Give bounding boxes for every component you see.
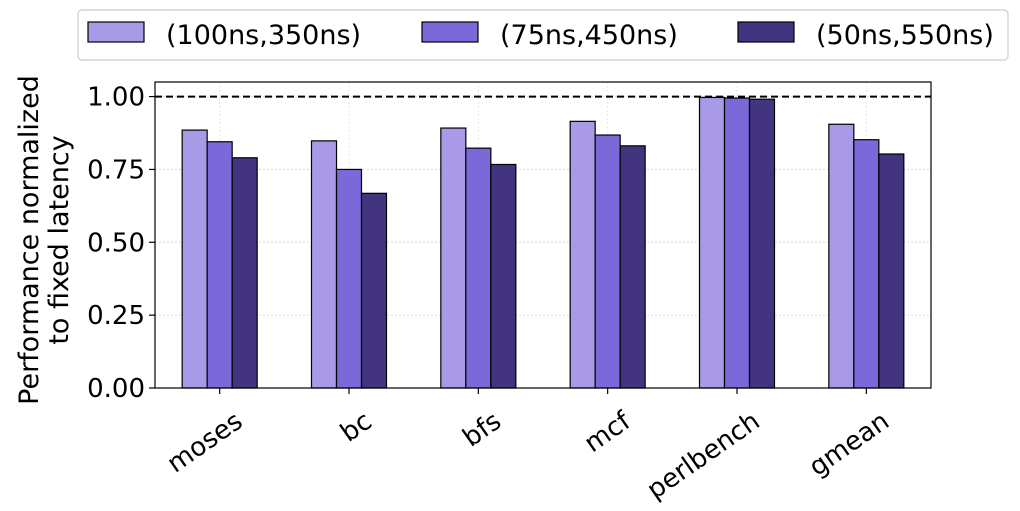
bar-bfs-series-1 [465, 147, 492, 389]
x-tick-label-bc: bc [335, 406, 377, 448]
legend-swatch-series-0 [87, 21, 145, 43]
bar-moses-series-2 [231, 157, 258, 389]
bar-mcf-series-1 [594, 134, 621, 389]
y-tick-label: 0.75 [87, 155, 145, 185]
bar-bc-series-2 [360, 192, 388, 389]
y-tick-label: 0.50 [87, 228, 145, 258]
legend-label-series-2: (50ns,550ns) [816, 20, 994, 51]
bar-bfs-series-0 [440, 127, 467, 389]
x-tick-label-gmean: gmean [804, 406, 895, 482]
bar-bc-series-0 [310, 140, 338, 389]
legend-label-series-1: (75ns,450ns) [500, 20, 678, 51]
bar-gmean-series-2 [878, 153, 905, 389]
y-axis-title-line: to fixed latency [44, 135, 75, 344]
bar-perlbench-series-1 [723, 97, 751, 389]
bar-moses-series-0 [181, 129, 208, 389]
plot-frame [154, 81, 932, 389]
y-axis-title-line: Performance normalized [14, 75, 45, 405]
bar-bc-series-1 [335, 168, 363, 389]
bar-perlbench-series-0 [698, 96, 726, 389]
bar-gmean-series-1 [853, 139, 880, 389]
y-tick-label: 0.00 [87, 374, 145, 404]
bar-perlbench-series-2 [748, 98, 776, 389]
bar-gmean-series-0 [828, 123, 855, 389]
x-tick-label-perlbench: perlbench [642, 406, 766, 505]
bar-moses-series-1 [206, 141, 233, 389]
y-axis-title: Performance normalizedto fixed latency [14, 75, 75, 405]
bar-mcf-series-2 [619, 145, 646, 389]
legend-label-series-0: (100ns,350ns) [166, 20, 361, 51]
x-tick-label-moses: moses [162, 406, 248, 479]
legend-swatch-series-2 [737, 21, 795, 43]
x-tick-label-mcf: mcf [579, 406, 637, 459]
legend-swatch-series-1 [421, 21, 479, 43]
y-tick-label: 0.25 [87, 301, 145, 331]
bar-bfs-series-2 [490, 163, 517, 389]
y-tick-label: 1.00 [87, 83, 145, 113]
x-tick-label-bfs: bfs [458, 406, 507, 453]
bar-mcf-series-0 [569, 120, 596, 389]
